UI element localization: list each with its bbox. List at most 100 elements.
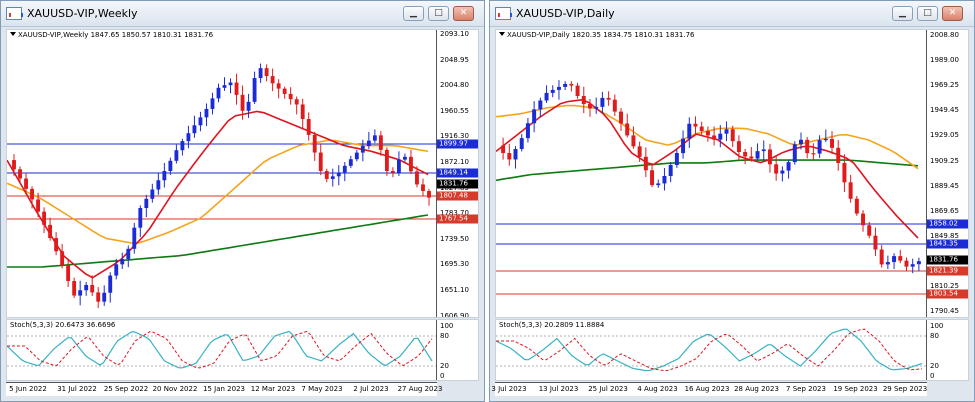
candle-body <box>619 111 624 124</box>
candle-body <box>427 191 431 198</box>
candle-body <box>102 292 107 302</box>
candle-body <box>879 249 884 265</box>
price-tag: 1899.97 <box>437 139 478 149</box>
ma-fast-line <box>496 98 919 239</box>
price-label: 1889.45 <box>930 181 959 190</box>
candle-body <box>330 176 335 179</box>
chart-info: XAUUSD-VIP,Daily 1820.35 1834.75 1810.31… <box>499 31 694 39</box>
candle-body <box>24 178 28 189</box>
candle-body <box>730 129 735 142</box>
chart-info: XAUUSD-VIP,Weekly 1847.65 1850.57 1810.3… <box>10 31 213 39</box>
candle-body <box>360 146 365 153</box>
candle-body <box>288 93 293 100</box>
window-title: XAUUSD-VIP,Daily <box>516 7 615 20</box>
candle-body <box>811 153 816 155</box>
candle-body <box>848 182 853 199</box>
candle-body <box>240 94 245 111</box>
candle-body <box>538 100 543 110</box>
time-label: 12 Mar 2023 <box>250 385 296 393</box>
price-chart-panel[interactable]: XAUUSD-VIP,Weekly 1847.65 1850.57 1810.3… <box>6 29 479 318</box>
candle-body <box>705 131 710 136</box>
stochastic-panel[interactable]: Stoch(5,3,3) 20.6473 36.6696 100 80 20 0 <box>6 319 479 381</box>
candle-body <box>681 138 686 154</box>
maximize-button[interactable]: □ <box>428 6 449 21</box>
candle-body <box>66 265 71 282</box>
candle-body <box>519 138 524 150</box>
candle-body <box>126 248 131 260</box>
price-chart-plot <box>496 80 928 295</box>
candle-body <box>306 119 311 135</box>
candle-body <box>643 156 648 171</box>
candle-body <box>132 227 137 249</box>
candle-body <box>12 160 16 170</box>
stochastic-plot <box>7 330 438 369</box>
price-axis[interactable]: 2093.10 2048.95 2004.80 1960.55 1916.30 1872.… <box>436 30 478 317</box>
candle-body <box>575 85 580 97</box>
candle-body <box>718 133 723 140</box>
price-label: 1739.50 <box>440 234 469 243</box>
time-label: 15 Jan 2023 <box>203 385 245 393</box>
candle-body <box>234 82 239 95</box>
candle-body <box>668 164 673 176</box>
price-label: 1969.25 <box>930 81 959 90</box>
candle-body <box>587 104 592 109</box>
price-label: 1872.10 <box>440 158 469 166</box>
candle-body <box>421 184 425 192</box>
daily-chart-window[interactable]: XAUUSD-VIP,Daily ▁ □ ✕ XAUUSD-VIP,Daily … <box>489 0 975 402</box>
price-label: 1869.65 <box>930 206 959 215</box>
title-bar[interactable]: XAUUSD-VIP,Weekly ▁ □ ✕ <box>1 1 484 27</box>
stochastic-label: Stoch(5,3,3) 20.6473 36.6696 <box>10 321 116 329</box>
stoch-level-label: 80 <box>930 332 939 340</box>
close-button[interactable]: ✕ <box>942 6 963 21</box>
candle-body <box>396 159 401 173</box>
candle-body <box>767 149 772 165</box>
price-axis[interactable]: 2008.80 1989.00 1969.25 1949.45 1929.05 1909.… <box>926 30 968 317</box>
candle-body <box>222 85 227 88</box>
close-button[interactable]: ✕ <box>453 6 474 21</box>
price-tag: 1807.48 <box>437 191 478 201</box>
price-tag: 1767.54 <box>437 214 478 224</box>
weekly-chart-window[interactable]: XAUUSD-VIP,Weekly ▁ □ ✕ XAUUSD-VIP,Weekl… <box>0 0 485 402</box>
time-label: 16 Aug 2023 <box>684 385 730 393</box>
candle-body <box>108 275 113 293</box>
candle-body <box>72 281 77 296</box>
candle-body <box>198 117 203 126</box>
price-tag: 1858.02 <box>927 219 968 229</box>
collapse-triangle-icon <box>10 32 16 36</box>
candle-body <box>252 78 257 102</box>
maximize-button[interactable]: □ <box>917 6 938 21</box>
price-label: 1651.10 <box>440 286 469 294</box>
candle-body <box>674 153 679 165</box>
minimize-button[interactable]: ▁ <box>403 6 424 21</box>
candle-body <box>120 259 125 265</box>
title-bar[interactable]: XAUUSD-VIP,Daily ▁ □ ✕ <box>490 1 974 27</box>
time-label: 5 Jun 2022 <box>9 385 47 393</box>
candle-body <box>761 149 766 152</box>
stochastic-panel[interactable]: Stoch(5,3,3) 20.2809 11.8884 100 80 20 0 <box>495 319 969 381</box>
candle-body <box>743 152 748 157</box>
candle-body <box>216 87 221 99</box>
price-tag: 1803.54 <box>927 289 968 299</box>
time-label: 2 Jul 2023 <box>353 385 389 393</box>
candle-body <box>246 101 251 111</box>
candle-body <box>563 83 568 87</box>
candle-body <box>556 86 561 90</box>
candle-body <box>228 82 233 86</box>
candle-body <box>755 151 760 159</box>
candle-body <box>378 135 383 150</box>
time-axis: 5 Jun 2022 31 Jul 2022 25 Sep 2022 20 Nov 2… <box>6 382 442 396</box>
candle-body <box>312 134 317 153</box>
minimize-button[interactable]: ▁ <box>892 6 913 21</box>
time-label: 19 Sep 2023 <box>833 385 878 393</box>
candle-body <box>336 172 341 177</box>
candle-body <box>836 147 841 163</box>
price-chart-panel[interactable]: XAUUSD-VIP,Daily 1820.35 1834.75 1810.31… <box>495 29 969 318</box>
stoch-main-line <box>7 330 433 369</box>
candle-body <box>258 68 263 79</box>
candle-body <box>144 198 149 209</box>
candle-body <box>581 96 586 105</box>
stoch-level-label: 100 <box>930 322 944 330</box>
candle-body <box>774 164 779 174</box>
stoch-level-label: 20 <box>440 362 449 370</box>
price-label: 1849.85 <box>930 231 959 240</box>
